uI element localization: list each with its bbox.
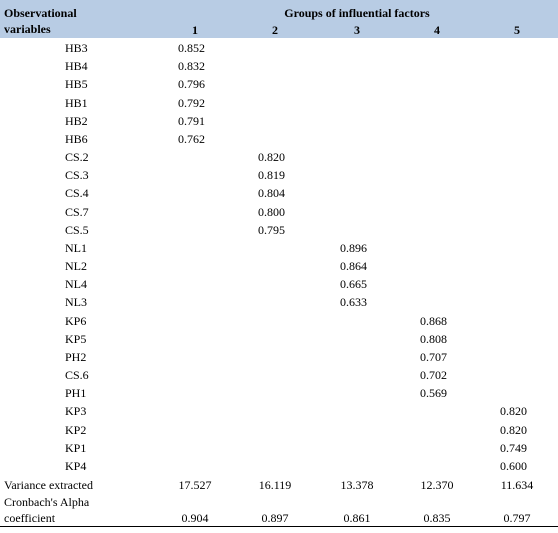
loading-value: 0.800	[258, 204, 285, 219]
loading-value: 0.896	[340, 240, 367, 255]
loading-value: 0.749	[500, 440, 527, 455]
row-label: KP2	[65, 422, 87, 437]
row-label: NL3	[65, 295, 87, 310]
row-label: CS.4	[65, 186, 89, 201]
footer-label: Cronbach's Alpha coefficient	[4, 495, 90, 525]
row-label: HB2	[65, 113, 88, 128]
footer-value: 0.904	[181, 511, 209, 525]
loading-value: 0.820	[500, 422, 527, 437]
row-label: KP5	[65, 331, 87, 346]
row-label: NL1	[65, 240, 87, 255]
row-label: HB5	[65, 77, 88, 92]
footer-value: 17.527	[178, 478, 212, 492]
bottom-rule	[0, 526, 558, 527]
footer-value: 0.835	[423, 511, 451, 525]
loading-value: 0.665	[340, 277, 367, 292]
row-label: HB1	[65, 95, 88, 110]
column-number: 4	[434, 23, 440, 37]
group-title: Groups of influential factors	[284, 6, 430, 20]
row-label: KP4	[65, 458, 87, 473]
row-label: KP6	[65, 313, 87, 328]
loading-value: 0.633	[340, 295, 367, 310]
footer-value: 12.370	[420, 478, 454, 492]
row-label: NL4	[65, 277, 87, 292]
column-number: 2	[272, 23, 278, 37]
footer-value: 11.634	[500, 478, 534, 492]
loading-value: 0.868	[420, 313, 447, 328]
column-number: 3	[354, 23, 360, 37]
row-label: CS.3	[65, 168, 89, 183]
footer-value: 0.797	[503, 511, 531, 525]
row-label: HB4	[65, 59, 88, 74]
loading-value: 0.600	[500, 458, 527, 473]
row-label: CS.6	[65, 368, 89, 383]
loading-value: 0.762	[178, 131, 205, 146]
loading-value: 0.569	[420, 386, 447, 401]
footer-value: 16.119	[258, 478, 292, 492]
column-number: 5	[514, 23, 520, 37]
loading-value: 0.819	[258, 168, 285, 183]
header-background	[0, 0, 558, 38]
row-label: CS.2	[65, 150, 89, 165]
loading-value: 0.791	[178, 113, 205, 128]
footer-value: 0.861	[343, 511, 371, 525]
loading-value: 0.852	[178, 41, 205, 55]
row-label: CS.5	[65, 222, 89, 237]
loading-value: 0.702	[420, 368, 447, 383]
footer-value: 0.897	[261, 511, 289, 525]
loading-value: 0.707	[420, 349, 447, 364]
row-label: KP3	[65, 404, 87, 419]
loading-value: 0.792	[178, 95, 205, 110]
column-number: 1	[192, 23, 198, 37]
loading-value: 0.804	[258, 186, 285, 201]
row-label: CS.7	[65, 204, 89, 219]
row-label: HB6	[65, 131, 88, 146]
loading-value: 0.820	[258, 150, 285, 165]
row-label: PH2	[65, 349, 87, 364]
loading-value: 0.795	[258, 222, 285, 237]
row-label: KP1	[65, 440, 87, 455]
footer-label: Variance extracted	[4, 478, 93, 492]
loading-value: 0.820	[500, 404, 527, 419]
loading-value: 0.808	[420, 331, 447, 346]
row-label: PH1	[65, 386, 87, 401]
footer-value: 13.378	[340, 478, 374, 492]
loading-value: 0.796	[178, 77, 205, 92]
loading-value: 0.832	[178, 59, 205, 74]
variables-header: Observational variables	[4, 6, 77, 36]
row-label: NL2	[65, 259, 87, 274]
loading-value: 0.864	[340, 259, 367, 274]
row-label: HB3	[65, 41, 88, 55]
